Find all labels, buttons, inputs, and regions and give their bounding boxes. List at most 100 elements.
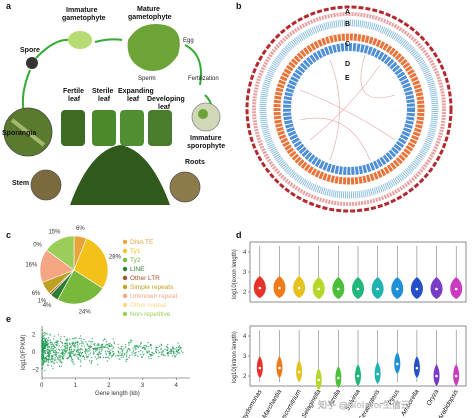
scatter-point [150,347,153,349]
scatter-point [46,341,49,344]
scatter-point [50,360,53,363]
scatter-point [102,346,104,348]
scatter-point [120,347,122,350]
scatter-point [59,358,62,360]
scatter-point [155,348,158,350]
scatter-point [96,349,99,351]
scatter-point [155,346,158,348]
scatter-point [128,341,130,343]
scatter-point [60,346,62,348]
scatter-point [54,349,56,352]
scatter-point [47,364,49,367]
scatter-point [111,354,113,357]
scatter-point [61,362,63,364]
scatter-point [102,356,105,358]
arrow-immature-mature [94,38,123,43]
scatter-point [95,358,98,360]
scatter-point [78,337,80,339]
scatter-point [126,349,129,351]
sporangia-detail [10,118,46,147]
scatter-point [57,343,59,345]
scatter-point [115,355,117,357]
scatter-point [170,349,173,351]
scatter-point [132,347,134,349]
scatter-point [41,359,43,361]
scatter-point [43,337,46,339]
violin-ylabel-0: log10(exon length) [232,249,238,299]
scatter-point [49,341,52,343]
scatter-point [108,357,110,360]
panel-d: d log10(exon length) 2 3 4 log10(intron leng… [232,230,467,418]
scatter-point [52,345,54,347]
scatter-point [135,347,137,349]
scatter-point [151,354,154,356]
scatter-point [41,329,43,331]
legend-swatch-0 [122,239,128,245]
ring-e [283,43,415,175]
mature-gametophyte-image [127,24,180,71]
scatter-point [86,351,88,353]
violin-median-0-2 [297,286,301,290]
scatter-point [90,361,92,363]
scatter-point [160,347,162,350]
sterile-leaf-image [92,110,116,146]
scatter-point [53,335,56,337]
scatter-point [125,351,128,353]
species-label-9: Oryza [426,388,441,407]
scatter-point [129,354,131,357]
scatter-point [72,352,74,355]
scatter-point [92,347,94,349]
scatter-point [129,341,132,344]
panel-e: e 0 1 2 3 4 2 0 −2 Gene length (kb) log10(FPKM) [6,314,190,397]
scatter-point [174,355,176,357]
scatter-point [73,345,75,347]
scatter-point [137,351,140,353]
violin-median-0-10 [454,287,458,291]
legend-item-0: DNA TE [130,239,154,246]
scatter-point [107,345,109,347]
violin-median-0-3 [317,287,321,291]
scatter-point [65,347,67,349]
scatter-point [161,351,163,353]
scatter-point [113,352,115,355]
panel-c-label: c [6,230,11,240]
scatter-point [105,343,107,346]
scatter-point [94,342,96,345]
scatter-point [112,346,115,348]
scatter-point [57,357,59,359]
scatter-point [177,352,180,354]
scatter-point [78,353,81,355]
scatter-point [83,358,86,360]
scatter-point [60,336,62,338]
scatter-point [89,347,91,349]
scatter-point [46,333,48,335]
scatter-point [89,352,92,354]
scatter-point [170,350,172,352]
scatter-point [180,347,182,349]
scatter-point [59,356,61,359]
scatter-point [93,348,95,351]
scatter-point [141,351,144,353]
scatter-point [166,343,169,346]
scatter-point [79,349,81,351]
ytick-label-e-1: 0 [32,350,36,356]
scatter-point [148,349,150,351]
scatter-point [106,343,109,346]
scatter-point [54,357,56,359]
legend-item-8: Non-repetitive [130,311,171,318]
violin-median-1-8 [415,366,419,370]
scatter-point [150,357,152,359]
scatter-point [82,341,84,343]
scatter-point [56,352,58,354]
scatter-point [52,347,55,350]
scatter-point [54,362,56,364]
pie-slice-label-2: 24% [79,310,92,316]
scatter-point [153,352,155,355]
scatter-point [50,349,52,352]
scatter-point [85,340,87,343]
developing-leaf-label: Developing leaf [147,96,185,111]
scatter-point [59,361,62,363]
scatter-point [47,349,50,351]
pie-slice-label-8: 15% [48,230,61,236]
scatter-point [47,354,50,356]
